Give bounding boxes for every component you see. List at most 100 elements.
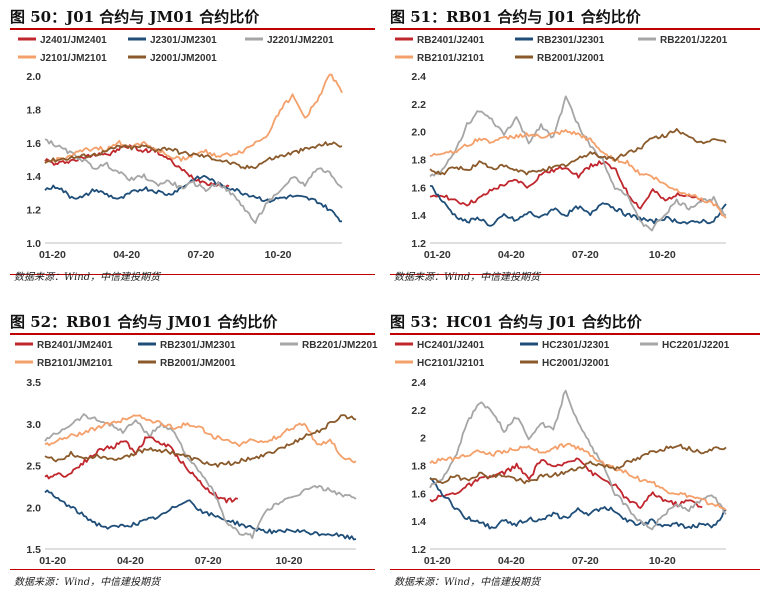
chart-title: 图 52：RB01 合约与 JM01 合约比价 (10, 313, 278, 331)
y-tick-label: 1.5 (26, 544, 41, 556)
series-line-hc2101-j2101 (429, 442, 727, 511)
x-tick-label: 04-20 (498, 249, 525, 261)
y-tick-label: 1.8 (411, 155, 426, 167)
series-line-hc2001-j2001 (429, 443, 727, 485)
legend-label: RB2401/J2401 (417, 35, 485, 46)
source-note: 数据来源：Wind，中信建投期货 (14, 272, 161, 283)
series-line-rb2001-jm2001 (44, 414, 357, 468)
title-rule (10, 28, 375, 30)
legend-item-rb2001-j2001: RB2001/J2001 (515, 53, 605, 64)
legend-item-hc2201-j2201: HC2201/J2201 (640, 340, 730, 351)
legend-label: RB2301/J2301 (537, 35, 605, 46)
series-line-j2401-jm2401 (44, 144, 230, 189)
y-tick-label: 2.2 (411, 99, 426, 111)
line-chart: HC2401/J2401 HC2301/J2301 HC2201/J2201 HC21… (395, 340, 730, 567)
series-line-j2001-jm2001 (44, 141, 343, 170)
y-tick-label: 1.4 (411, 210, 426, 222)
source-rule (390, 569, 760, 570)
legend-item-hc2101-j2101: HC2101/J2101 (395, 358, 485, 369)
source-note: 数据来源：Wind，中信建投期货 (394, 577, 541, 588)
legend-label: HC2001/J2001 (542, 358, 610, 369)
legend-item-hc2001-j2001: HC2001/J2001 (520, 358, 610, 369)
y-tick-label: 1.2 (26, 205, 41, 217)
line-chart: RB2401/J2401 RB2301/J2301 RB2201/J2201 RB21… (395, 35, 728, 261)
legend-item-rb2101-jm2101: RB2101/JM2101 (15, 358, 113, 369)
source-rule (10, 274, 375, 275)
series-line-hc2401-j2401 (429, 457, 703, 510)
y-tick-label: 1.6 (26, 138, 41, 150)
series-line-rb2001-j2001 (429, 128, 727, 176)
legend-item-rb2201-j2201: RB2201/J2201 (638, 35, 728, 46)
chart-panel-50: 图 50：J01 合约与 JM01 合约比价 J2401/JM2401 J2301… (10, 6, 375, 290)
x-tick-label: 07-20 (572, 249, 599, 261)
series-line-j2201-jm2201 (44, 138, 343, 224)
legend-label: J2001/JM2001 (150, 53, 217, 64)
chart-panel-51: 图 51：RB01 合约与 J01 合约比价 RB2401/J2401 RB230… (390, 6, 760, 290)
legend-item-rb2301-j2301: RB2301/J2301 (515, 35, 605, 46)
legend-item-rb2401-j2401: RB2401/J2401 (395, 35, 485, 46)
x-tick-label: 01-20 (424, 249, 451, 261)
y-tick-label: 1.4 (26, 171, 41, 183)
legend-label: HC2101/J2101 (417, 358, 485, 369)
y-tick-label: 2.2 (411, 405, 426, 417)
legend-label: HC2301/J2301 (542, 340, 610, 351)
y-tick-label: 1.2 (411, 544, 426, 556)
series-line-rb2401-j2401 (429, 160, 703, 210)
x-tick-label: 10-20 (276, 555, 303, 567)
y-tick-label: 2 (420, 433, 426, 445)
line-chart: J2401/JM2401 J2301/JM2301 J2201/JM2201 J210… (18, 35, 343, 261)
series-line-rb2301-jm2301 (44, 489, 357, 541)
x-tick-label: 04-20 (113, 249, 140, 261)
chart-title: 图 51：RB01 合约与 J01 合约比价 (390, 8, 641, 26)
line-chart: RB2401/JM2401 RB2301/JM2301 RB2201/JM2201 R… (15, 340, 378, 567)
legend-label: J2101/JM2101 (40, 53, 107, 64)
source-rule (390, 274, 760, 275)
series-line-rb2101-jm2101 (44, 414, 357, 464)
x-tick-label: 10-20 (265, 249, 292, 261)
y-tick-label: 1.6 (411, 182, 426, 194)
series-line-rb2401-jm2401 (44, 436, 239, 504)
series-line-j2101-jm2101 (44, 73, 343, 164)
series-line-rb2301-j2301 (429, 185, 727, 227)
x-tick-label: 04-20 (117, 555, 144, 567)
series-line-hc2201-j2201 (429, 389, 727, 531)
legend-label: HC2401/J2401 (417, 340, 485, 351)
title-rule (10, 333, 375, 335)
legend-item-rb2001-jm2001: RB2001/JM2001 (138, 358, 236, 369)
legend-item-j2101-jm2101: J2101/JM2101 (18, 53, 107, 64)
y-tick-label: 2.4 (411, 71, 426, 83)
y-tick-label: 3.5 (26, 377, 41, 389)
legend-label: RB2301/JM2301 (160, 340, 236, 351)
source-note: 数据来源：Wind，中信建投期货 (14, 577, 161, 588)
x-tick-label: 01-20 (39, 249, 66, 261)
legend-label: RB2201/JM2201 (302, 340, 378, 351)
source-rule (10, 569, 375, 570)
y-tick-label: 1.8 (26, 104, 41, 116)
series-line-hc2301-j2301 (429, 477, 727, 530)
legend-label: J2301/JM2301 (150, 35, 217, 46)
legend-label: RB2201/J2201 (660, 35, 728, 46)
y-tick-label: 2.0 (26, 502, 41, 514)
legend-item-j2301-jm2301: J2301/JM2301 (128, 35, 217, 46)
chart-title: 图 50：J01 合约与 JM01 合约比价 (10, 8, 260, 26)
y-tick-label: 1.0 (26, 238, 41, 250)
x-tick-label: 01-20 (39, 555, 66, 567)
y-tick-label: 2.0 (26, 71, 41, 83)
x-tick-label: 10-20 (649, 249, 676, 261)
x-tick-label: 07-20 (187, 249, 214, 261)
y-tick-label: 3.0 (26, 419, 41, 431)
y-tick-label: 1.6 (411, 488, 426, 500)
y-tick-label: 1.8 (411, 461, 426, 473)
legend-label: J2401/JM2401 (40, 35, 107, 46)
chart-panel-53: 图 53：HC01 合约与 J01 合约比价 HC2401/J2401 HC230… (390, 311, 760, 595)
legend-item-hc2301-j2301: HC2301/J2301 (520, 340, 610, 351)
chart-title: 图 53：HC01 合约与 J01 合约比价 (390, 313, 642, 331)
legend-item-hc2401-j2401: HC2401/J2401 (395, 340, 485, 351)
legend-item-j2201-jm2201: J2201/JM2201 (245, 35, 334, 46)
legend-label: RB2101/J2101 (417, 53, 485, 64)
legend-item-j2401-jm2401: J2401/JM2401 (18, 35, 107, 46)
x-tick-label: 07-20 (195, 555, 222, 567)
legend-item-rb2401-jm2401: RB2401/JM2401 (15, 340, 113, 351)
y-tick-label: 2.0 (411, 127, 426, 139)
chart-panel-52: 图 52：RB01 合约与 JM01 合约比价 RB2401/JM2401 RB2… (10, 311, 378, 595)
